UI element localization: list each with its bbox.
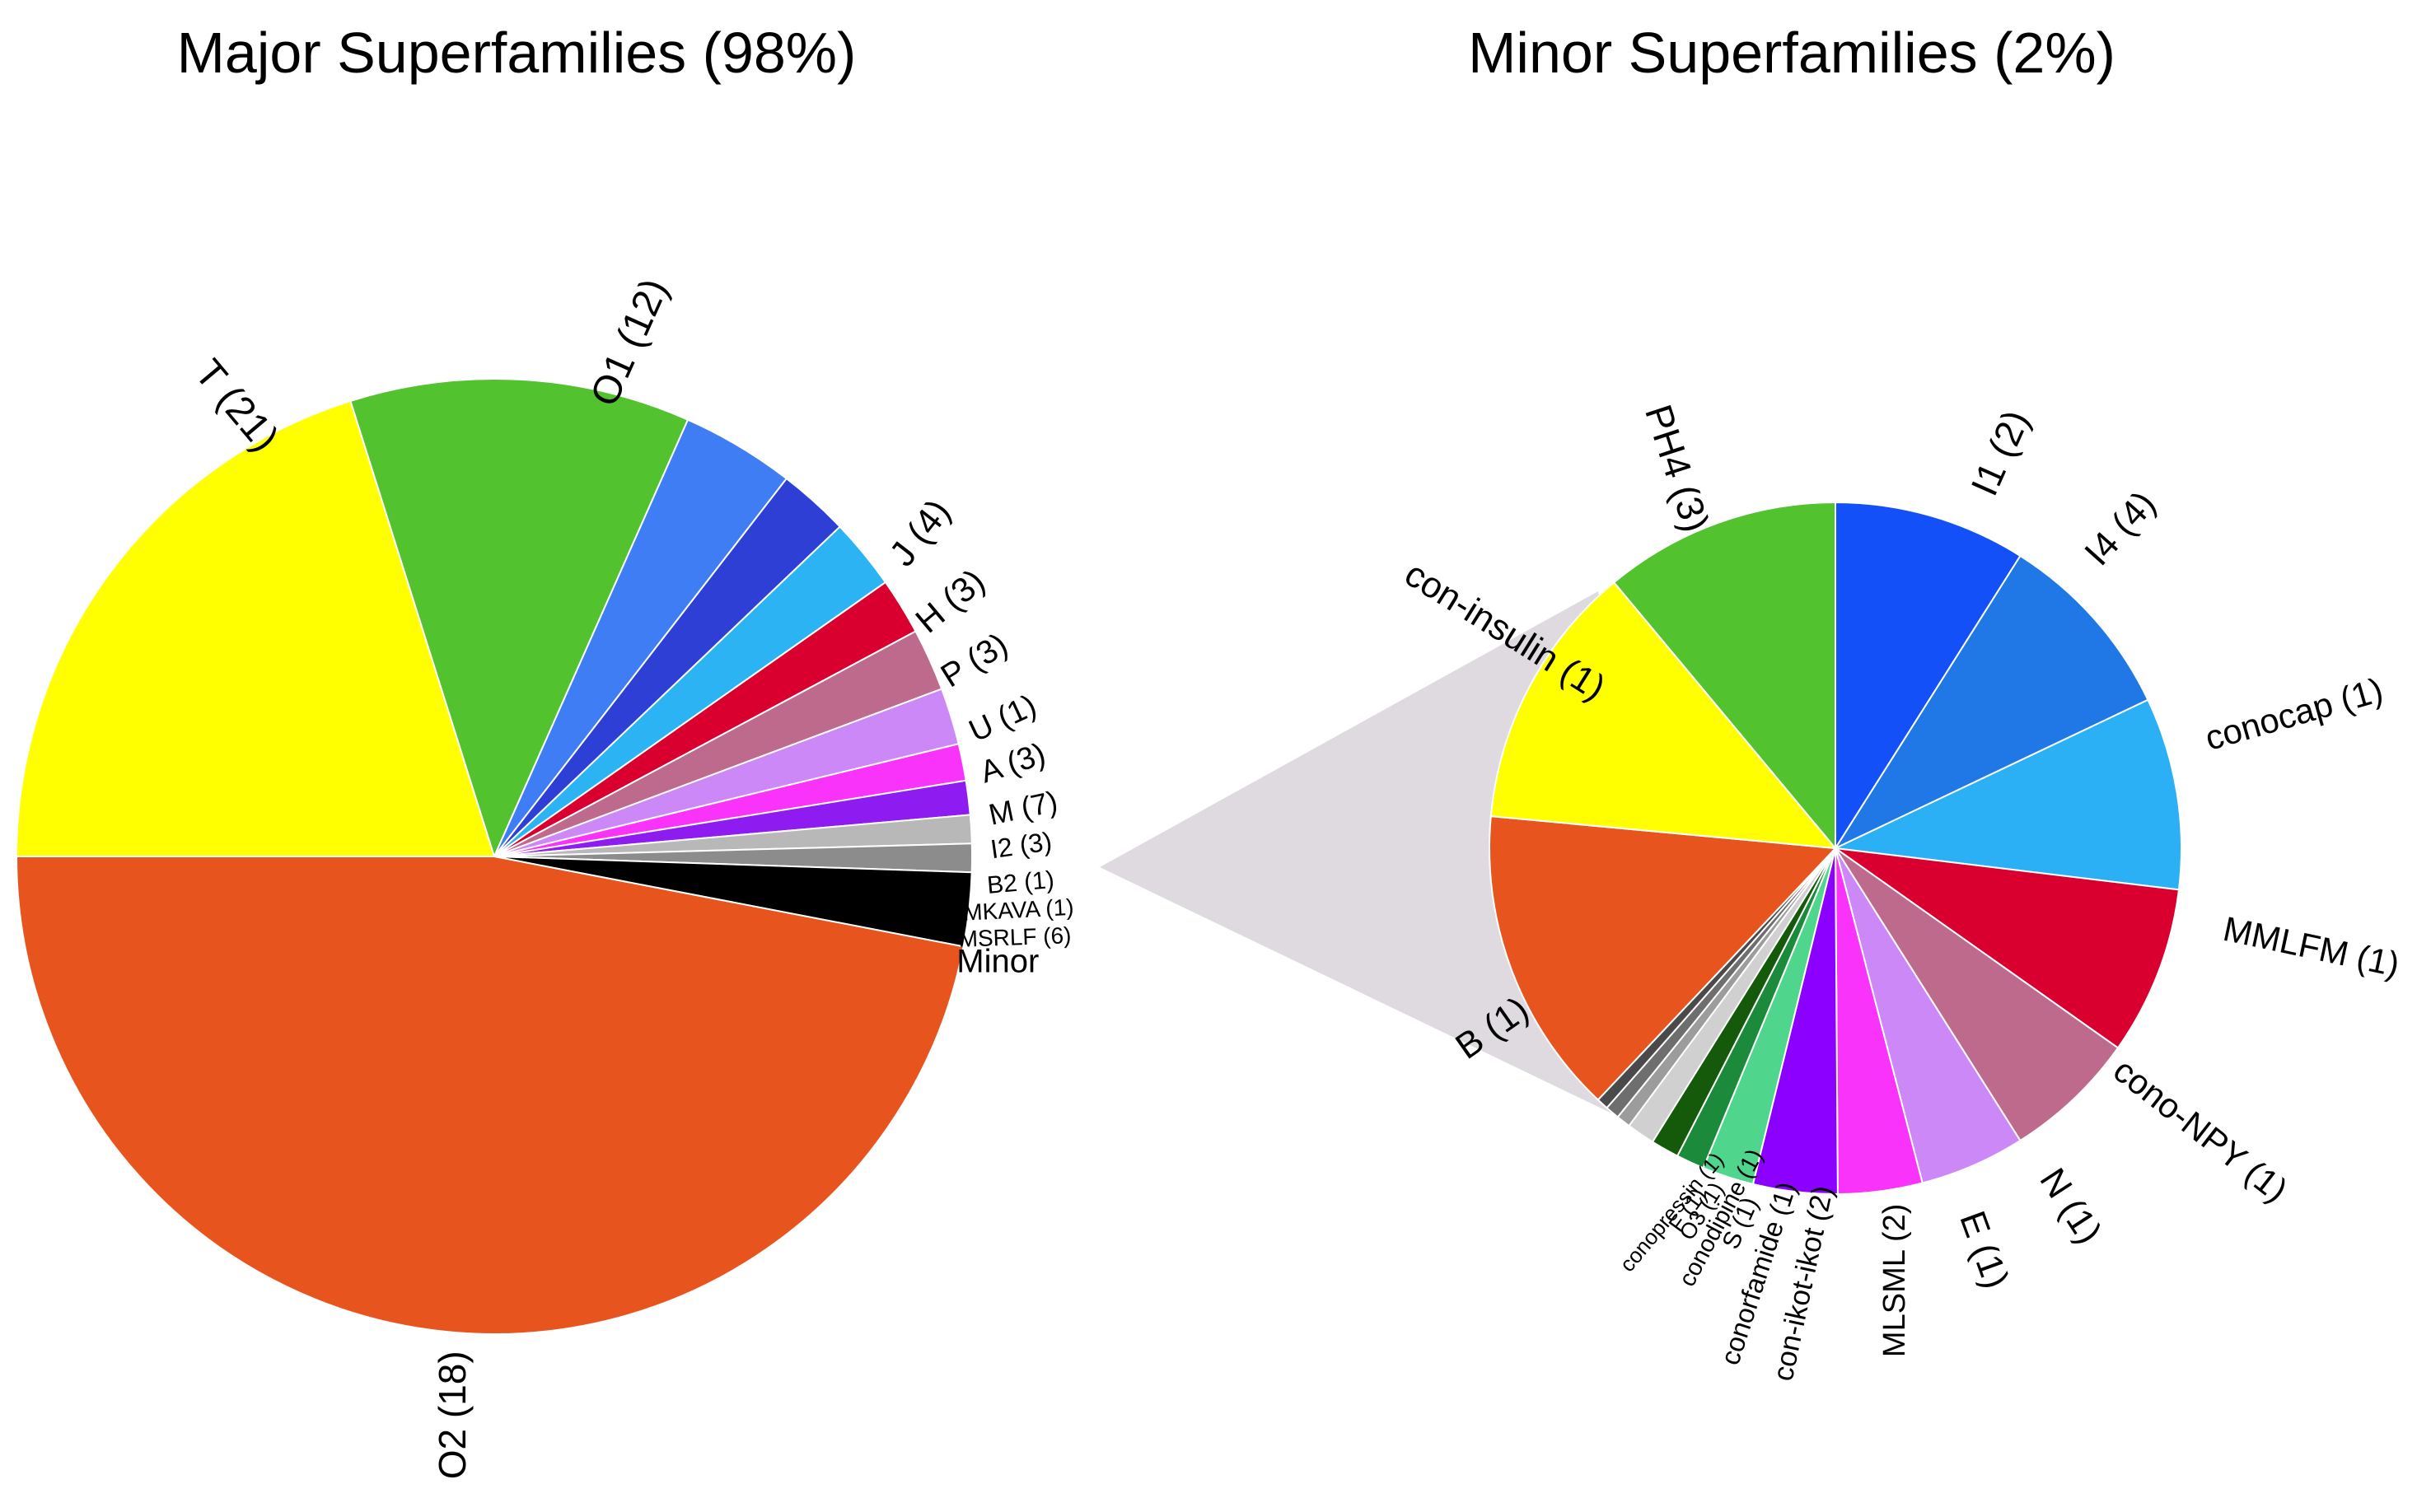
minor-slice-con-insulin-1 — [1489, 581, 1838, 850]
minor-label-i4-4: I4 (4) — [2077, 483, 2163, 573]
minor-slice-i1-2 — [1835, 501, 2022, 852]
minor-slice-b-1 — [1489, 814, 1838, 1101]
major-label-t-21: T (21) — [186, 352, 287, 460]
major-label-o2-18: O2 (18) — [431, 1351, 474, 1479]
major-slice-t-21 — [15, 399, 496, 857]
minor-slice-ph4-3 — [1612, 501, 1836, 851]
major-label-mkava-1: MKAVA (1) — [963, 894, 1075, 926]
major-label-h-3: H (3) — [908, 561, 992, 640]
minor-label-e-1: E (1) — [1952, 1206, 2017, 1293]
major-slice-o2-18 — [15, 856, 965, 1335]
minor-label-i1-2: I1 (2) — [1962, 404, 2037, 502]
minor-slice-i4-4 — [1833, 554, 2149, 851]
minor-label-ph4-3: PH4 (3) — [1637, 399, 1718, 537]
minor-label-mmlfm-1: MMLFM (1) — [2220, 909, 2403, 984]
minor-slice-mmlfm-1 — [1835, 847, 2181, 1049]
major-label-minor: Minor — [956, 943, 1039, 979]
major-label-i2-3: I2 (3) — [989, 826, 1054, 864]
major-pie-title: Major Superfamilies (98%) — [177, 21, 857, 85]
major-pie — [15, 378, 973, 1335]
major-label-m-7: M (7) — [986, 784, 1061, 832]
minor-label-conocap-1: conocap (1) — [2200, 670, 2387, 758]
minor-pie — [1489, 501, 2182, 1195]
major-label-o1-12: O1 (12) — [582, 273, 677, 413]
minor-slice-cono-npy-1 — [1835, 847, 2120, 1142]
minor-pie-title: Minor Superfamilies (2%) — [1468, 21, 2115, 85]
minor-label-n-1: N (1) — [2031, 1161, 2109, 1251]
major-slice-o1-12 — [349, 378, 690, 859]
minor-slice-conocap-1 — [1832, 698, 2182, 891]
major-label-j-4: J (4) — [881, 492, 958, 574]
major-label-b2-1: B2 (1) — [986, 866, 1055, 899]
minor-label-cono-npy-1: cono-NPY (1) — [2106, 1051, 2295, 1210]
major-label-msrlf-6: MSRLF (6) — [958, 922, 1072, 952]
minor-label-mlsml-2: MLSML (2) — [1877, 1204, 1912, 1358]
major-label-p-3: P (3) — [935, 626, 1014, 694]
